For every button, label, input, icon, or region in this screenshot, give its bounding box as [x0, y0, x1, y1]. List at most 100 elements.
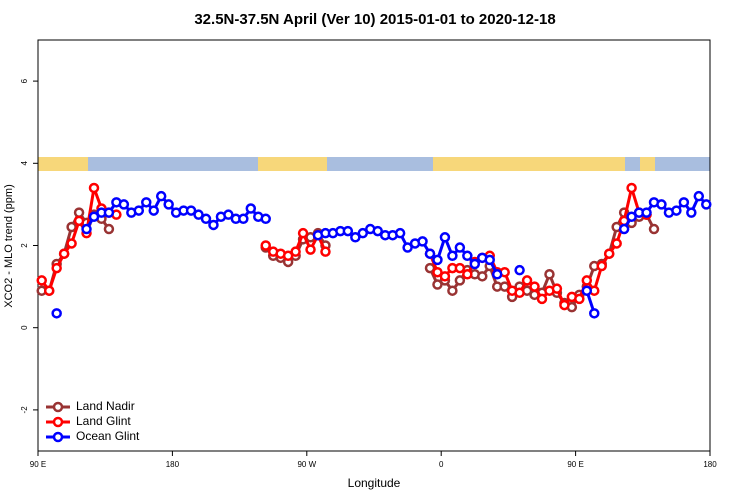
- data-point: [701, 199, 712, 210]
- data-point: [103, 207, 115, 218]
- data-point: [648, 223, 660, 235]
- data-point: [88, 211, 100, 222]
- data-point: [514, 264, 525, 276]
- data-point: [81, 223, 92, 235]
- data-point: [641, 207, 652, 218]
- legend-label: Ocean Glint: [76, 429, 140, 443]
- data-point: [611, 238, 622, 249]
- x-tick-label: 180: [166, 460, 180, 469]
- x-tick-label: 90 E: [30, 460, 46, 469]
- data-point: [51, 262, 62, 274]
- x-tick-label: 90 E: [567, 460, 583, 469]
- data-point: [491, 269, 503, 280]
- data-point: [439, 271, 451, 282]
- data-point: [118, 199, 130, 210]
- data-point: [618, 223, 630, 235]
- legend-marker: [52, 416, 64, 428]
- data-point: [148, 205, 159, 216]
- x-axis-label: Longitude: [348, 476, 401, 490]
- series: [51, 190, 712, 319]
- y-axis-label: XCO2 - MLO trend (ppm): [3, 184, 15, 307]
- legend-label: Land Glint: [76, 414, 131, 428]
- legend-label: Land Nadir: [76, 399, 135, 413]
- data-point: [544, 269, 555, 280]
- data-point: [671, 205, 682, 216]
- data-point: [193, 209, 204, 220]
- data-point: [626, 182, 637, 194]
- legend-marker: [52, 431, 64, 443]
- data-point: [439, 232, 451, 243]
- data-point: [66, 238, 77, 249]
- data-point: [603, 248, 615, 259]
- data-point: [574, 293, 585, 305]
- data-point: [477, 271, 488, 282]
- data-point: [103, 223, 115, 235]
- data-point: [447, 285, 458, 296]
- data-point: [536, 293, 548, 305]
- data-point: [260, 213, 271, 225]
- data-point: [424, 248, 436, 259]
- data-point: [66, 221, 77, 233]
- data-point: [447, 250, 458, 262]
- data-point: [185, 205, 197, 216]
- legend-marker: [52, 401, 64, 413]
- data-point: [342, 225, 354, 237]
- data-point: [133, 205, 145, 216]
- data-point: [462, 269, 473, 280]
- data-point: [73, 207, 85, 218]
- map-strip: [38, 157, 710, 171]
- data-point: [454, 242, 466, 253]
- x-tick-label: 180: [703, 460, 717, 469]
- data-point: [36, 275, 47, 286]
- y-tick-label: 4: [20, 161, 29, 166]
- data-point: [88, 182, 100, 194]
- y-tick-label: -2: [20, 406, 29, 414]
- strip-land: [258, 157, 327, 171]
- data-point: [282, 250, 294, 262]
- data-point: [290, 246, 301, 257]
- data-point: [499, 281, 510, 292]
- data-point: [529, 281, 540, 292]
- strip-land: [38, 157, 88, 171]
- data-point: [260, 240, 271, 251]
- data-point: [394, 227, 406, 239]
- data-point: [245, 203, 257, 214]
- data-point: [589, 308, 600, 319]
- data-point: [596, 260, 607, 272]
- data-point: [43, 285, 55, 296]
- data-point: [462, 250, 473, 262]
- data-point: [469, 258, 481, 270]
- data-point: [581, 275, 593, 286]
- data-point: [514, 287, 525, 299]
- data-point: [320, 246, 331, 257]
- data-point: [424, 262, 436, 274]
- data-point: [141, 197, 152, 208]
- data-point: [454, 275, 466, 286]
- data-point: [432, 254, 443, 266]
- y-tick-label: 0: [20, 325, 29, 330]
- data-point: [238, 213, 249, 225]
- y-tick-label: 6: [20, 78, 29, 83]
- chart-title: 32.5N-37.5N April (Ver 10) 2015-01-01 to…: [194, 11, 555, 28]
- data-point: [693, 190, 705, 202]
- strip-land: [640, 157, 655, 171]
- strip-land: [433, 157, 625, 171]
- data-point: [357, 227, 369, 239]
- data-point: [521, 275, 533, 286]
- data-point: [454, 262, 466, 274]
- data-point: [686, 207, 697, 218]
- data-point: [155, 190, 167, 202]
- data-point: [372, 225, 383, 237]
- data-point: [656, 199, 667, 210]
- data-point: [626, 211, 637, 222]
- data-point: [402, 242, 413, 253]
- data-point: [484, 254, 495, 266]
- data-point: [678, 197, 690, 208]
- data-point: [58, 248, 70, 259]
- data-point: [208, 219, 219, 231]
- data-point: [432, 266, 443, 278]
- x-tick-label: 0: [439, 460, 444, 469]
- data-point: [163, 199, 174, 210]
